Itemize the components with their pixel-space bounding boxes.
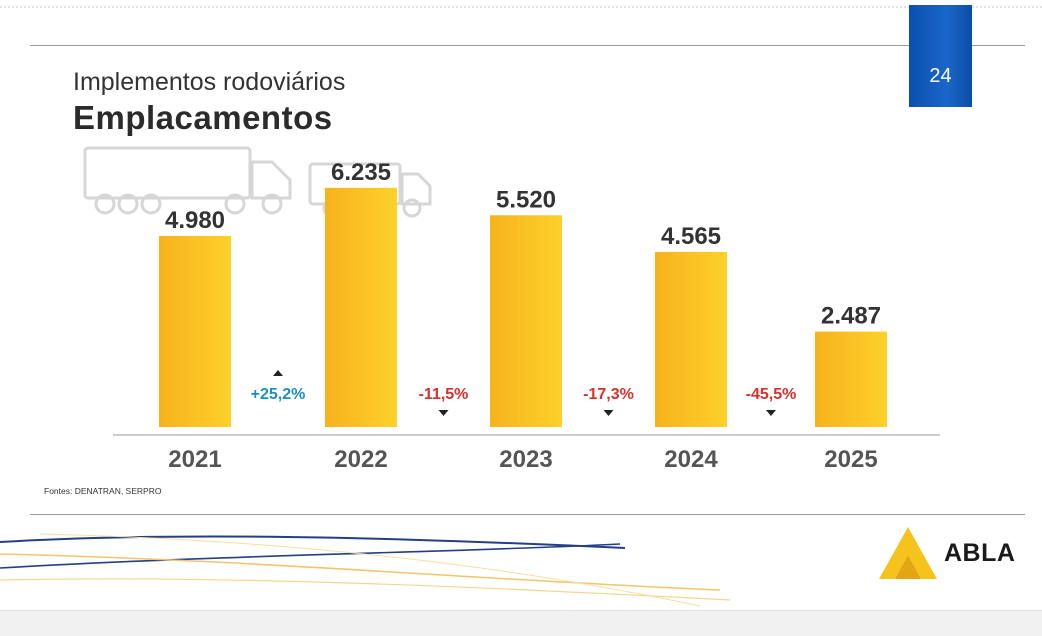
decorative-swoosh bbox=[0, 533, 731, 607]
value-label-2021: 4.980 bbox=[165, 207, 225, 234]
top-dotted-border bbox=[0, 0, 1042, 8]
triangle-up-icon-2022 bbox=[273, 370, 283, 376]
bar-2023 bbox=[490, 215, 562, 427]
slide-title: Emplacamentos bbox=[73, 99, 333, 136]
page-number: 24 bbox=[929, 65, 952, 87]
value-label-2024: 4.565 bbox=[661, 223, 721, 250]
abla-logo-icon bbox=[879, 527, 937, 579]
bar-2024 bbox=[655, 251, 727, 427]
change-label-2024: -17,3% bbox=[583, 386, 634, 403]
triangle-down-icon-2025 bbox=[766, 410, 776, 416]
logo-text: ABLA bbox=[944, 539, 1016, 567]
page-number-badge: 24 bbox=[909, 5, 972, 107]
source-note: Fontes: DENATRAN, SERPRO bbox=[44, 486, 162, 496]
bar-2025 bbox=[815, 331, 887, 427]
bar-2021 bbox=[159, 235, 231, 427]
bar-chart: 4.980 2021 6.235 2022 5.520 2023 4.565 2024 2.48… bbox=[113, 159, 940, 473]
value-label-2025: 2.487 bbox=[821, 303, 881, 330]
change-label-2023: -11,5% bbox=[419, 386, 469, 403]
year-label-2023: 2023 bbox=[499, 446, 552, 473]
bar-2022 bbox=[325, 187, 397, 427]
year-label-2025: 2025 bbox=[824, 446, 877, 473]
change-label-2022: +25,2% bbox=[251, 386, 306, 403]
slide-subtitle: Implementos rodoviários bbox=[73, 68, 346, 96]
bottom-strip bbox=[0, 610, 1042, 636]
value-label-2022: 6.235 bbox=[331, 159, 391, 186]
year-label-2022: 2022 bbox=[334, 446, 387, 473]
footer-rule bbox=[30, 514, 1025, 515]
change-label-2025: -45,5% bbox=[746, 386, 797, 403]
header-rule bbox=[30, 45, 1025, 46]
triangle-down-icon-2023 bbox=[438, 410, 449, 416]
year-label-2024: 2024 bbox=[664, 446, 718, 473]
year-label-2021: 2021 bbox=[168, 446, 221, 473]
value-label-2023: 5.520 bbox=[496, 186, 556, 213]
triangle-down-icon-2024 bbox=[603, 410, 614, 416]
